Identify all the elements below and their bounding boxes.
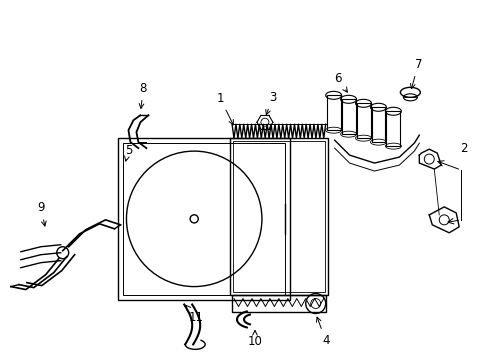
- Bar: [356, 103, 370, 138]
- Text: 2: 2: [460, 141, 467, 155]
- Text: 1: 1: [216, 92, 233, 125]
- Bar: [118, 138, 289, 300]
- Bar: [233, 141, 324, 292]
- Bar: [123, 143, 285, 294]
- Bar: [229, 138, 327, 294]
- Text: 11: 11: [185, 305, 203, 324]
- Bar: [326, 95, 340, 130]
- Text: 3: 3: [265, 91, 276, 114]
- Text: 6: 6: [333, 72, 346, 92]
- Text: 8: 8: [139, 82, 147, 108]
- Bar: [386, 111, 400, 146]
- Text: 10: 10: [247, 330, 262, 348]
- Text: 7: 7: [409, 58, 421, 89]
- Text: 9: 9: [37, 201, 46, 226]
- Bar: [341, 99, 355, 134]
- Text: 4: 4: [316, 317, 329, 347]
- Text: 5: 5: [124, 144, 132, 161]
- Bar: [371, 107, 385, 142]
- Bar: [232, 294, 325, 312]
